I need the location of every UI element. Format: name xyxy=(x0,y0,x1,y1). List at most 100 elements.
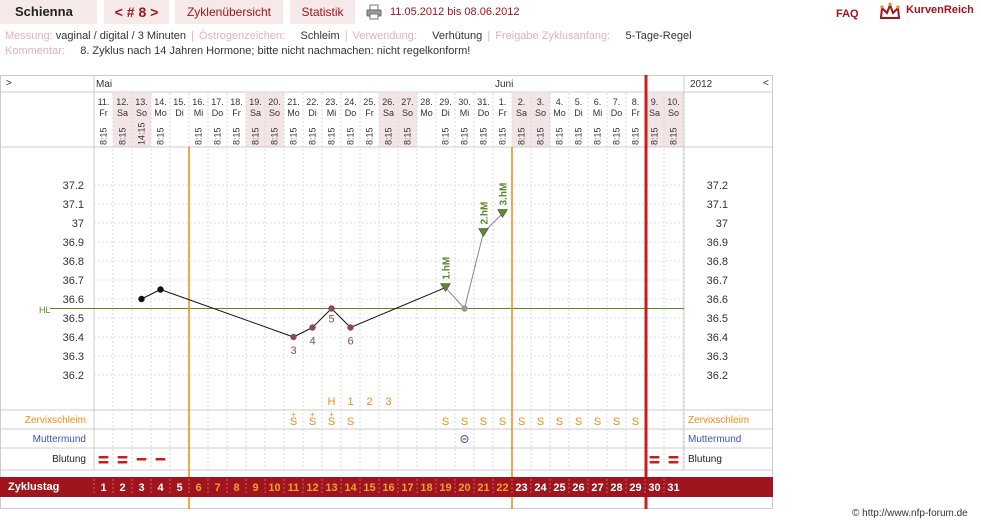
day-weekday: Sa xyxy=(383,108,394,118)
freigabe-value: 5-Tage-Regel xyxy=(625,30,692,42)
cycle-day-number: 9 xyxy=(252,482,258,494)
zervix-plus: + xyxy=(329,410,334,419)
day-time: 8:15 xyxy=(346,127,356,145)
muttermund-label-left: Muttermund xyxy=(33,434,86,445)
crown-icon[interactable] xyxy=(879,2,901,20)
cycle-day-number: 24 xyxy=(534,482,547,494)
hl-label: HL xyxy=(39,305,51,315)
day-date: 26. xyxy=(382,97,395,107)
bleeding-mark xyxy=(136,458,147,461)
messung-label: Messung: xyxy=(5,30,53,42)
day-time: 8:15 xyxy=(441,127,451,145)
cycle-day-number: 22 xyxy=(496,482,508,494)
cycle-day-number: 27 xyxy=(591,482,603,494)
day-date: 31. xyxy=(477,97,490,107)
temp-point xyxy=(347,324,354,331)
y-tick-left: 36.9 xyxy=(63,237,84,249)
temp-point xyxy=(328,305,335,312)
weekend-shade xyxy=(113,93,132,147)
temp-point-label: 5 xyxy=(328,314,334,326)
verwendung-label: Verwendung: xyxy=(352,30,417,42)
peak-label: 1 xyxy=(347,396,353,408)
y-tick-left: 37.2 xyxy=(63,180,84,192)
bleeding-mark xyxy=(649,456,660,459)
nav-left[interactable]: > xyxy=(6,78,12,89)
weekend-shade xyxy=(265,93,284,147)
cycle-day-bar xyxy=(0,477,773,497)
day-weekday: Di xyxy=(308,108,317,118)
zervix-mark: S xyxy=(328,416,335,428)
y-tick-left: 36.2 xyxy=(63,370,84,382)
nav-right[interactable]: < xyxy=(763,78,769,89)
day-time: 8:15 xyxy=(270,127,280,145)
day-date: 27. xyxy=(401,97,414,107)
peak-label: 3 xyxy=(385,396,391,408)
top-bar: Schienna < # 8 > Zyklenübersicht Statist… xyxy=(0,0,981,27)
day-weekday: Mo xyxy=(420,108,433,118)
day-date: 15. xyxy=(173,97,186,107)
y-tick-right: 36.9 xyxy=(707,237,728,249)
weekend-shade xyxy=(398,93,417,147)
cycle-day-number: 12 xyxy=(306,482,318,494)
bleeding-mark xyxy=(117,456,128,459)
day-date: 21. xyxy=(287,97,300,107)
temp-segment xyxy=(141,289,161,300)
printer-icon[interactable] xyxy=(366,4,382,20)
temp-point-label: 6 xyxy=(347,336,353,348)
bleeding-mark xyxy=(649,461,660,464)
day-weekday: Fr xyxy=(365,108,374,118)
day-weekday: Mi xyxy=(194,108,204,118)
zyklustag-label: Zyklustag xyxy=(8,481,59,493)
day-weekday: Mi xyxy=(460,108,470,118)
date-range: 11.05.2012 bis 08.06.2012 xyxy=(390,6,520,18)
day-date: 7. xyxy=(613,97,621,107)
peak-label: H xyxy=(328,396,336,408)
day-time: 8:15 xyxy=(308,127,318,145)
temp-segment xyxy=(293,327,313,338)
day-time: 8:15 xyxy=(650,127,660,145)
cycle-day-number: 30 xyxy=(648,482,660,494)
info-line-2: Kommentar: 8. Zyklus nach 14 Jahren Horm… xyxy=(5,45,470,57)
day-time: 14:15 xyxy=(137,122,147,145)
day-weekday: Mo xyxy=(154,108,167,118)
day-time: 8:15 xyxy=(555,127,565,145)
chart-frame xyxy=(0,75,773,509)
day-time: 8:15 xyxy=(498,127,508,145)
cycle-day-number: 15 xyxy=(363,482,375,494)
y-tick-left: 37 xyxy=(72,218,84,230)
y-tick-left: 36.4 xyxy=(63,332,84,344)
cycle-day-number: 21 xyxy=(477,482,489,494)
day-time: 8:15 xyxy=(536,127,546,145)
day-weekday: So xyxy=(668,108,679,118)
month-june: Juni xyxy=(495,79,513,90)
day-date: 29. xyxy=(439,97,452,107)
y-tick-left: 36.7 xyxy=(63,275,84,287)
day-weekday: So xyxy=(269,108,280,118)
day-weekday: So xyxy=(402,108,413,118)
day-date: 8. xyxy=(632,97,640,107)
y-tick-right: 36.2 xyxy=(707,370,728,382)
day-date: 25. xyxy=(363,97,376,107)
day-time: 8:15 xyxy=(99,127,109,145)
cycle-day-number: 5 xyxy=(176,482,182,494)
bleeding-mark xyxy=(98,456,109,459)
tab-statistik[interactable]: Statistik xyxy=(290,0,355,24)
day-time: 8:15 xyxy=(251,127,261,145)
temp-segment xyxy=(350,287,446,328)
zervix-mark: S xyxy=(442,416,449,428)
cycle-day-number: 25 xyxy=(553,482,565,494)
day-date: 5. xyxy=(575,97,583,107)
zervix-mark: S xyxy=(347,416,354,428)
cycle-day-number: 2 xyxy=(119,482,125,494)
cycle-nav[interactable]: < # 8 > xyxy=(104,0,169,24)
brand-name[interactable]: KurvenReich xyxy=(906,4,974,16)
cycle-day-number: 23 xyxy=(515,482,527,494)
day-time: 8:15 xyxy=(669,127,679,145)
y-tick-right: 37 xyxy=(716,218,728,230)
faq-link[interactable]: FAQ xyxy=(836,8,859,20)
bleeding-mark xyxy=(155,458,166,461)
cycle-day-number: 17 xyxy=(401,482,413,494)
tab-zyklenuebersicht[interactable]: Zyklenübersicht xyxy=(175,0,283,24)
y-tick-right: 36.8 xyxy=(707,256,728,268)
hm-label: 3.hM xyxy=(499,183,510,206)
